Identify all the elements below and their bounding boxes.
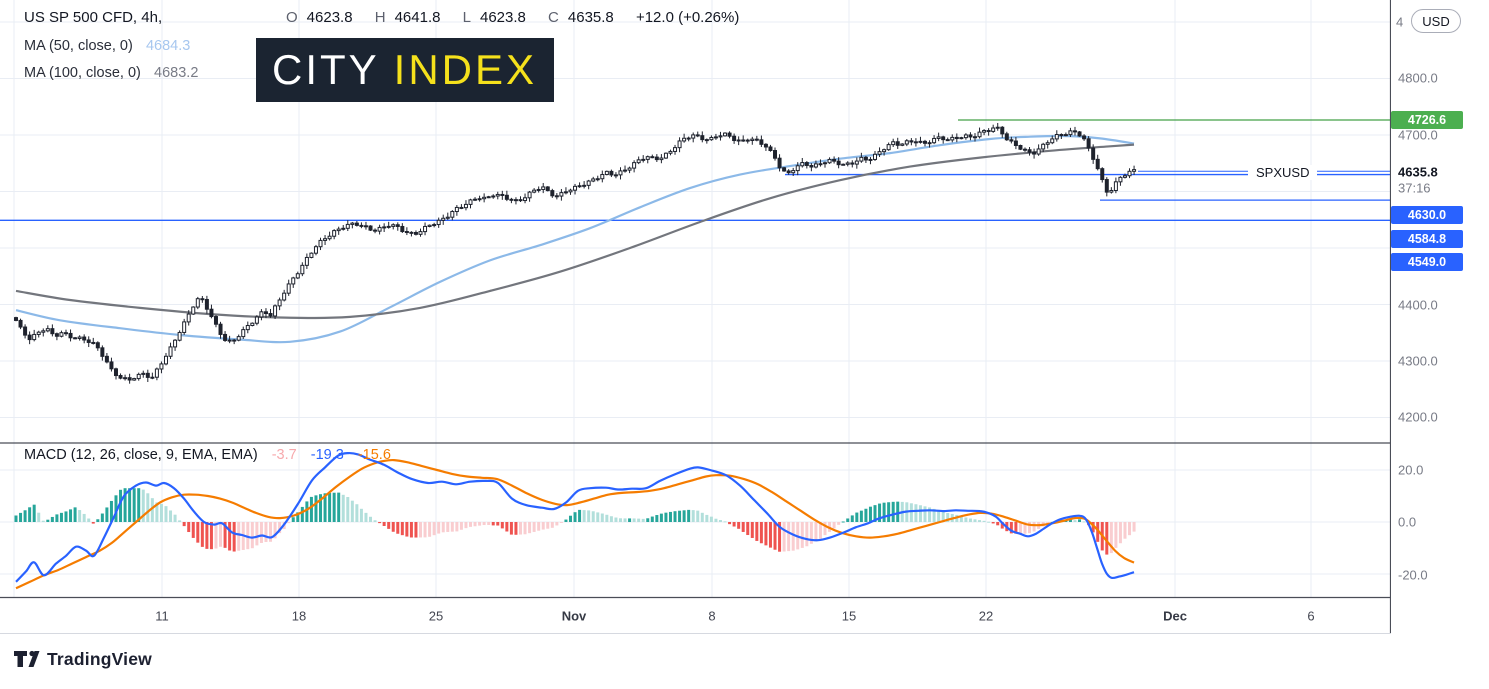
time-axis-label: 11 <box>155 608 169 624</box>
ma100-row[interactable]: MA (100, close, 0) 4683.2 <box>24 64 198 81</box>
level-price-label: 4584.8 <box>1391 230 1463 248</box>
high-label: H <box>374 9 386 26</box>
ma100-value: 4683.2 <box>154 65 199 81</box>
time-axis-label: 6 <box>1307 608 1315 624</box>
partial-axis-label: 4 <box>1396 14 1404 30</box>
current-price-label: 4635.8 <box>1398 164 1438 180</box>
ma50-value: 4684.3 <box>145 38 191 54</box>
high-value: 4641.8 <box>394 9 441 26</box>
macd-axis-label: 20.0 <box>1398 462 1424 478</box>
currency-button[interactable]: USD <box>1411 9 1461 33</box>
time-axis-label: 25 <box>428 608 444 624</box>
open-value: 4623.8 <box>306 9 353 26</box>
open-label: O <box>286 9 298 26</box>
bar-countdown: 37:16 <box>1398 180 1431 196</box>
macd-signal-value: -15.6 <box>357 447 391 463</box>
city-index-logo: CITY INDEX <box>256 38 554 102</box>
macd-axis-label: -20.0 <box>1398 567 1428 583</box>
low-label: L <box>462 9 471 26</box>
tradingview-logo-text: TradingView <box>47 649 152 669</box>
time-axis-label: Dec <box>1163 608 1187 624</box>
price-axis-label: 4400.0 <box>1398 297 1438 313</box>
price-axis-label: 4300.0 <box>1398 353 1438 369</box>
tradingview-link[interactable]: TradingView <box>13 648 152 671</box>
price-line-symbol-label: SPXUSD <box>1248 165 1318 180</box>
time-axis-label: 15 <box>841 608 857 624</box>
ohlc-readout: O 4623.8 H 4641.8 L 4623.8 C 4635.8 +12.0 (+… <box>286 9 748 26</box>
low-value: 4623.8 <box>479 9 526 26</box>
time-axis-label: 8 <box>708 608 716 624</box>
tradingview-logo-icon <box>14 650 40 667</box>
macd-line-value: -19.3 <box>310 447 344 463</box>
chart-canvas[interactable] <box>0 0 1489 634</box>
level-price-label: 4726.6 <box>1391 111 1463 129</box>
symbol-header[interactable]: US SP 500 CFD, 4h, <box>24 9 162 26</box>
close-label: C <box>548 9 559 26</box>
price-axis-label: 4800.0 <box>1398 70 1438 86</box>
price-axis-label: 4700.0 <box>1398 127 1438 143</box>
macd-label[interactable]: MACD (12, 26, close, 9, EMA, EMA) <box>24 447 258 463</box>
change-value: +12.0 (+0.26%) <box>635 9 740 26</box>
city-index-logo-index: INDEX <box>393 46 538 93</box>
macd-header[interactable]: MACD (12, 26, close, 9, EMA, EMA) -3.7 -… <box>24 447 391 463</box>
time-axis-label: Nov <box>561 608 587 624</box>
time-axis-label: 22 <box>978 608 994 624</box>
city-index-logo-city: CITY <box>272 46 380 93</box>
currency-label: USD <box>1422 13 1450 29</box>
level-price-label: 4630.0 <box>1391 206 1463 224</box>
level-price-label: 4549.0 <box>1391 253 1463 271</box>
macd-hist-value: -3.7 <box>271 447 297 463</box>
close-value: 4635.8 <box>567 9 614 26</box>
macd-axis-label: 0.0 <box>1398 514 1417 530</box>
ma50-row[interactable]: MA (50, close, 0) 4684.3 <box>24 37 190 54</box>
time-axis-label: 18 <box>291 608 307 624</box>
ma50-label[interactable]: MA (50, close, 0) <box>24 38 133 54</box>
ma100-label[interactable]: MA (100, close, 0) <box>24 65 141 81</box>
price-axis[interactable]: 4635.8 37:16 4 4800.0 4700.0 4400.0 4300.0 4… <box>1391 0 1489 634</box>
time-axis[interactable]: 11 18 25 Nov 8 15 22 Dec 6 <box>0 598 1391 634</box>
price-axis-label: 4200.0 <box>1398 409 1438 425</box>
symbol-title[interactable]: US SP 500 CFD, 4h, <box>24 9 163 26</box>
